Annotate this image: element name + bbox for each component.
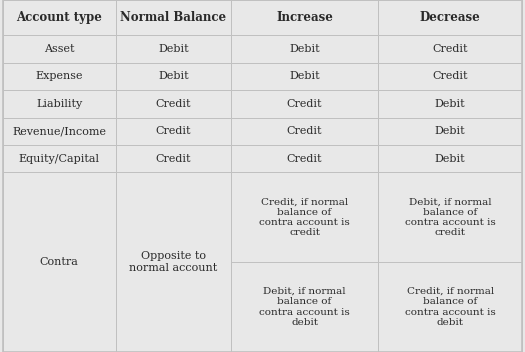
Bar bbox=[3, 90, 116, 118]
Text: Credit: Credit bbox=[287, 99, 322, 109]
Text: Debit: Debit bbox=[435, 99, 466, 109]
Text: Debit: Debit bbox=[289, 44, 320, 54]
Text: Increase: Increase bbox=[276, 11, 333, 24]
Text: Revenue/Income: Revenue/Income bbox=[12, 126, 106, 136]
Text: Contra: Contra bbox=[39, 257, 79, 267]
Text: Credit: Credit bbox=[155, 154, 191, 164]
Bar bbox=[378, 145, 522, 172]
Bar bbox=[378, 118, 522, 145]
Text: Credit, if normal
balance of
contra account is
debit: Credit, if normal balance of contra acco… bbox=[405, 287, 496, 327]
Bar bbox=[378, 172, 522, 352]
Text: Credit: Credit bbox=[433, 44, 468, 54]
Bar bbox=[3, 172, 116, 352]
Text: Debit: Debit bbox=[158, 71, 188, 81]
Bar bbox=[378, 35, 522, 63]
Bar bbox=[3, 118, 116, 145]
Bar bbox=[231, 63, 378, 90]
Bar bbox=[116, 172, 231, 352]
Text: Decrease: Decrease bbox=[420, 11, 480, 24]
Bar bbox=[116, 35, 231, 63]
Bar bbox=[116, 63, 231, 90]
Text: Credit, if normal
balance of
contra account is
credit: Credit, if normal balance of contra acco… bbox=[259, 197, 350, 238]
Bar bbox=[231, 35, 378, 63]
Bar bbox=[378, 0, 522, 35]
Text: Credit: Credit bbox=[287, 126, 322, 136]
Text: Debit: Debit bbox=[435, 126, 466, 136]
Bar bbox=[231, 145, 378, 172]
Text: Credit: Credit bbox=[287, 154, 322, 164]
Bar bbox=[116, 145, 231, 172]
Text: Asset: Asset bbox=[44, 44, 75, 54]
Bar bbox=[3, 35, 116, 63]
Bar bbox=[116, 118, 231, 145]
Text: Expense: Expense bbox=[35, 71, 83, 81]
Text: Credit: Credit bbox=[155, 99, 191, 109]
Bar bbox=[378, 90, 522, 118]
Bar bbox=[3, 0, 116, 35]
Text: Equity/Capital: Equity/Capital bbox=[18, 154, 100, 164]
Text: Debit, if normal
balance of
contra account is
credit: Debit, if normal balance of contra accou… bbox=[405, 197, 496, 238]
Text: Debit: Debit bbox=[158, 44, 188, 54]
Bar bbox=[3, 145, 116, 172]
Text: Debit, if normal
balance of
contra account is
debit: Debit, if normal balance of contra accou… bbox=[259, 287, 350, 327]
Text: Normal Balance: Normal Balance bbox=[120, 11, 226, 24]
Bar bbox=[231, 172, 378, 352]
Text: Debit: Debit bbox=[435, 154, 466, 164]
Text: Account type: Account type bbox=[16, 11, 102, 24]
Bar bbox=[116, 0, 231, 35]
Text: Opposite to
normal account: Opposite to normal account bbox=[129, 251, 217, 273]
Bar bbox=[231, 0, 378, 35]
Bar bbox=[116, 90, 231, 118]
Text: Debit: Debit bbox=[289, 71, 320, 81]
Text: Liability: Liability bbox=[36, 99, 82, 109]
Bar bbox=[231, 90, 378, 118]
Text: Credit: Credit bbox=[433, 71, 468, 81]
Text: Credit: Credit bbox=[155, 126, 191, 136]
Bar bbox=[378, 63, 522, 90]
Bar bbox=[231, 118, 378, 145]
Bar bbox=[3, 63, 116, 90]
